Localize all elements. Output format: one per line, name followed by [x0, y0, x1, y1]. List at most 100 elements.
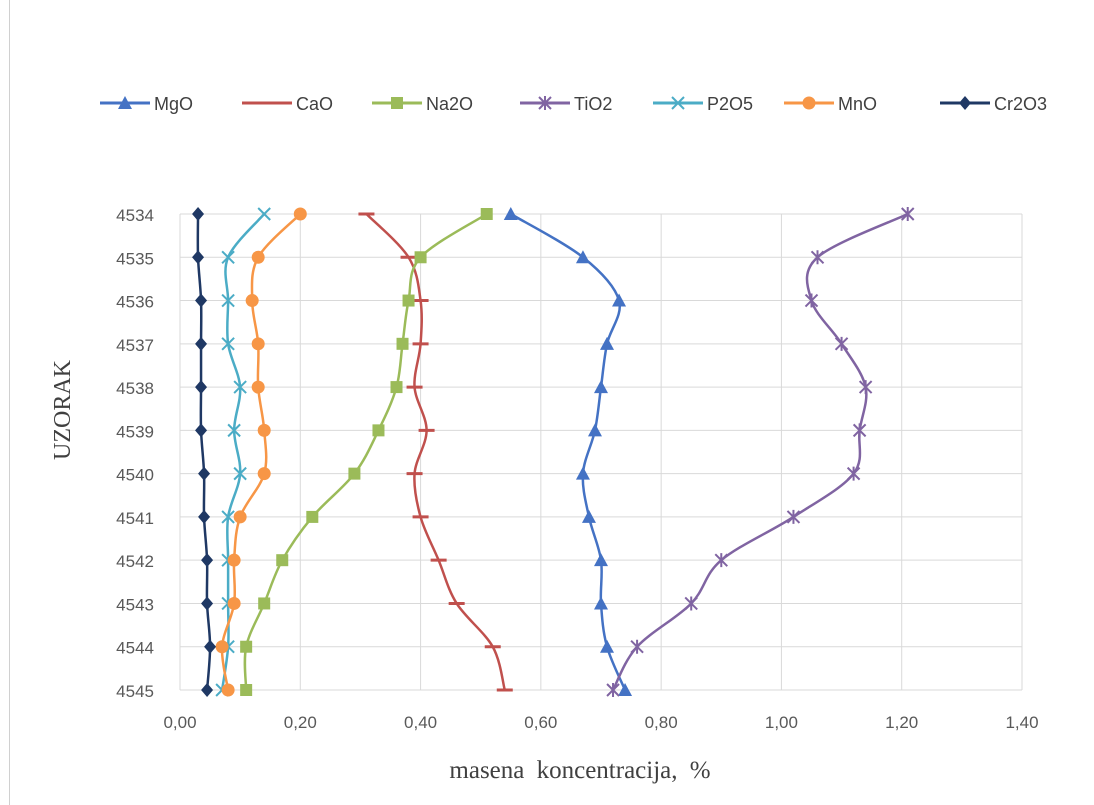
- data-point: [233, 466, 247, 481]
- data-point: [251, 380, 265, 394]
- data-point: [251, 250, 265, 264]
- data-point: [276, 554, 289, 567]
- legend-label: P2O5: [707, 94, 753, 114]
- x-tick-label: 1,20: [885, 713, 918, 732]
- data-point: [480, 208, 493, 220]
- legend-item-mgo: MgO: [100, 94, 193, 114]
- legend-label: MnO: [838, 94, 877, 114]
- data-point: [215, 640, 229, 654]
- y-tick-label: 4539: [116, 422, 154, 441]
- data-point: [575, 250, 590, 264]
- data-point: [618, 683, 633, 696]
- y-tick-label: 4544: [116, 639, 154, 658]
- data-point: [858, 380, 873, 395]
- data-point: [257, 207, 271, 221]
- data-point: [233, 510, 247, 524]
- data-point: [221, 293, 235, 308]
- data-point: [251, 337, 265, 351]
- series-line: [243, 212, 488, 691]
- x-tick-label: 0,40: [404, 713, 437, 732]
- legend-label: MgO: [154, 94, 193, 114]
- series-line: [510, 212, 627, 691]
- data-point: [195, 336, 208, 351]
- data-point: [201, 596, 214, 611]
- series-layer: [192, 207, 915, 697]
- data-point: [233, 380, 247, 394]
- y-axis-label: UZORAK: [50, 359, 76, 460]
- data-point: [348, 467, 361, 480]
- data-point: [402, 294, 415, 307]
- series-line: [196, 213, 212, 691]
- series-na2o: [240, 208, 493, 696]
- legend-item-na2o: Na2O: [372, 94, 473, 114]
- y-tick-label: 4536: [116, 293, 154, 312]
- y-tick-label: 4535: [116, 249, 154, 268]
- legend-label: TiO2: [574, 94, 612, 114]
- data-point: [221, 510, 235, 524]
- y-tick-label: 4545: [116, 682, 154, 701]
- data-point: [257, 467, 271, 481]
- data-point: [221, 337, 235, 351]
- data-point: [901, 207, 915, 221]
- data-point: [221, 250, 235, 264]
- chart-area-left-border: [9, 0, 10, 805]
- data-point: [606, 683, 620, 697]
- data-point: [804, 293, 819, 308]
- y-tick-label: 4538: [116, 379, 154, 398]
- legend-item-p2o5: P2O5: [653, 94, 753, 114]
- grid: [179, 213, 1023, 691]
- legend-item-mno: MnO: [784, 94, 877, 114]
- y-tick-label: 4543: [116, 595, 154, 614]
- data-point: [852, 423, 867, 438]
- legend-label: Na2O: [426, 94, 473, 114]
- data-point: [390, 381, 403, 394]
- data-point: [684, 596, 698, 611]
- x-tick-label: 1,40: [1005, 713, 1038, 732]
- legend-marker: [538, 96, 552, 110]
- data-point: [258, 597, 271, 610]
- data-point: [581, 509, 596, 523]
- data-point: [594, 553, 608, 567]
- y-tick-label: 4540: [116, 466, 154, 485]
- y-tick-label: 4537: [116, 336, 154, 355]
- y-tick-label: 4534: [116, 206, 154, 225]
- legend: MgO CaO Na2O TiO2 P2O5 MnO Cr2O3: [100, 94, 1047, 114]
- series-tio2: [606, 207, 915, 697]
- data-point: [192, 207, 205, 221]
- x-tick-label: 0,60: [524, 713, 557, 732]
- legend-label: CaO: [296, 94, 333, 114]
- data-point: [227, 423, 241, 438]
- data-point: [846, 466, 861, 481]
- legend-item-cr2o3: Cr2O3: [940, 94, 1047, 114]
- series-mgo: [503, 207, 633, 696]
- legend-label: Cr2O3: [994, 94, 1047, 114]
- data-point: [630, 639, 644, 654]
- data-point: [227, 553, 241, 567]
- data-point: [257, 423, 271, 437]
- data-point: [834, 336, 849, 351]
- x-tick-label: 0,20: [284, 713, 317, 732]
- x-tick-label: 0,80: [645, 713, 678, 732]
- data-point: [600, 639, 615, 653]
- data-point: [714, 553, 728, 568]
- data-point: [201, 553, 214, 568]
- series-line: [220, 213, 302, 691]
- data-point: [293, 207, 307, 221]
- series-cr2o3: [192, 207, 217, 697]
- data-point: [198, 509, 211, 524]
- data-point: [195, 293, 208, 308]
- legend-marker: [959, 96, 971, 110]
- series-line: [611, 212, 909, 691]
- series-p2o5: [215, 207, 271, 697]
- series-mno: [215, 207, 307, 697]
- data-point: [204, 639, 217, 654]
- data-point: [245, 294, 259, 308]
- legend-item-tio2: TiO2: [520, 94, 612, 114]
- legend-marker: [391, 97, 403, 109]
- series-cao: [358, 212, 513, 692]
- series-line: [220, 213, 266, 691]
- data-point: [240, 640, 253, 653]
- x-axis-label: masena koncentracija, %: [449, 757, 710, 784]
- data-point: [612, 293, 627, 307]
